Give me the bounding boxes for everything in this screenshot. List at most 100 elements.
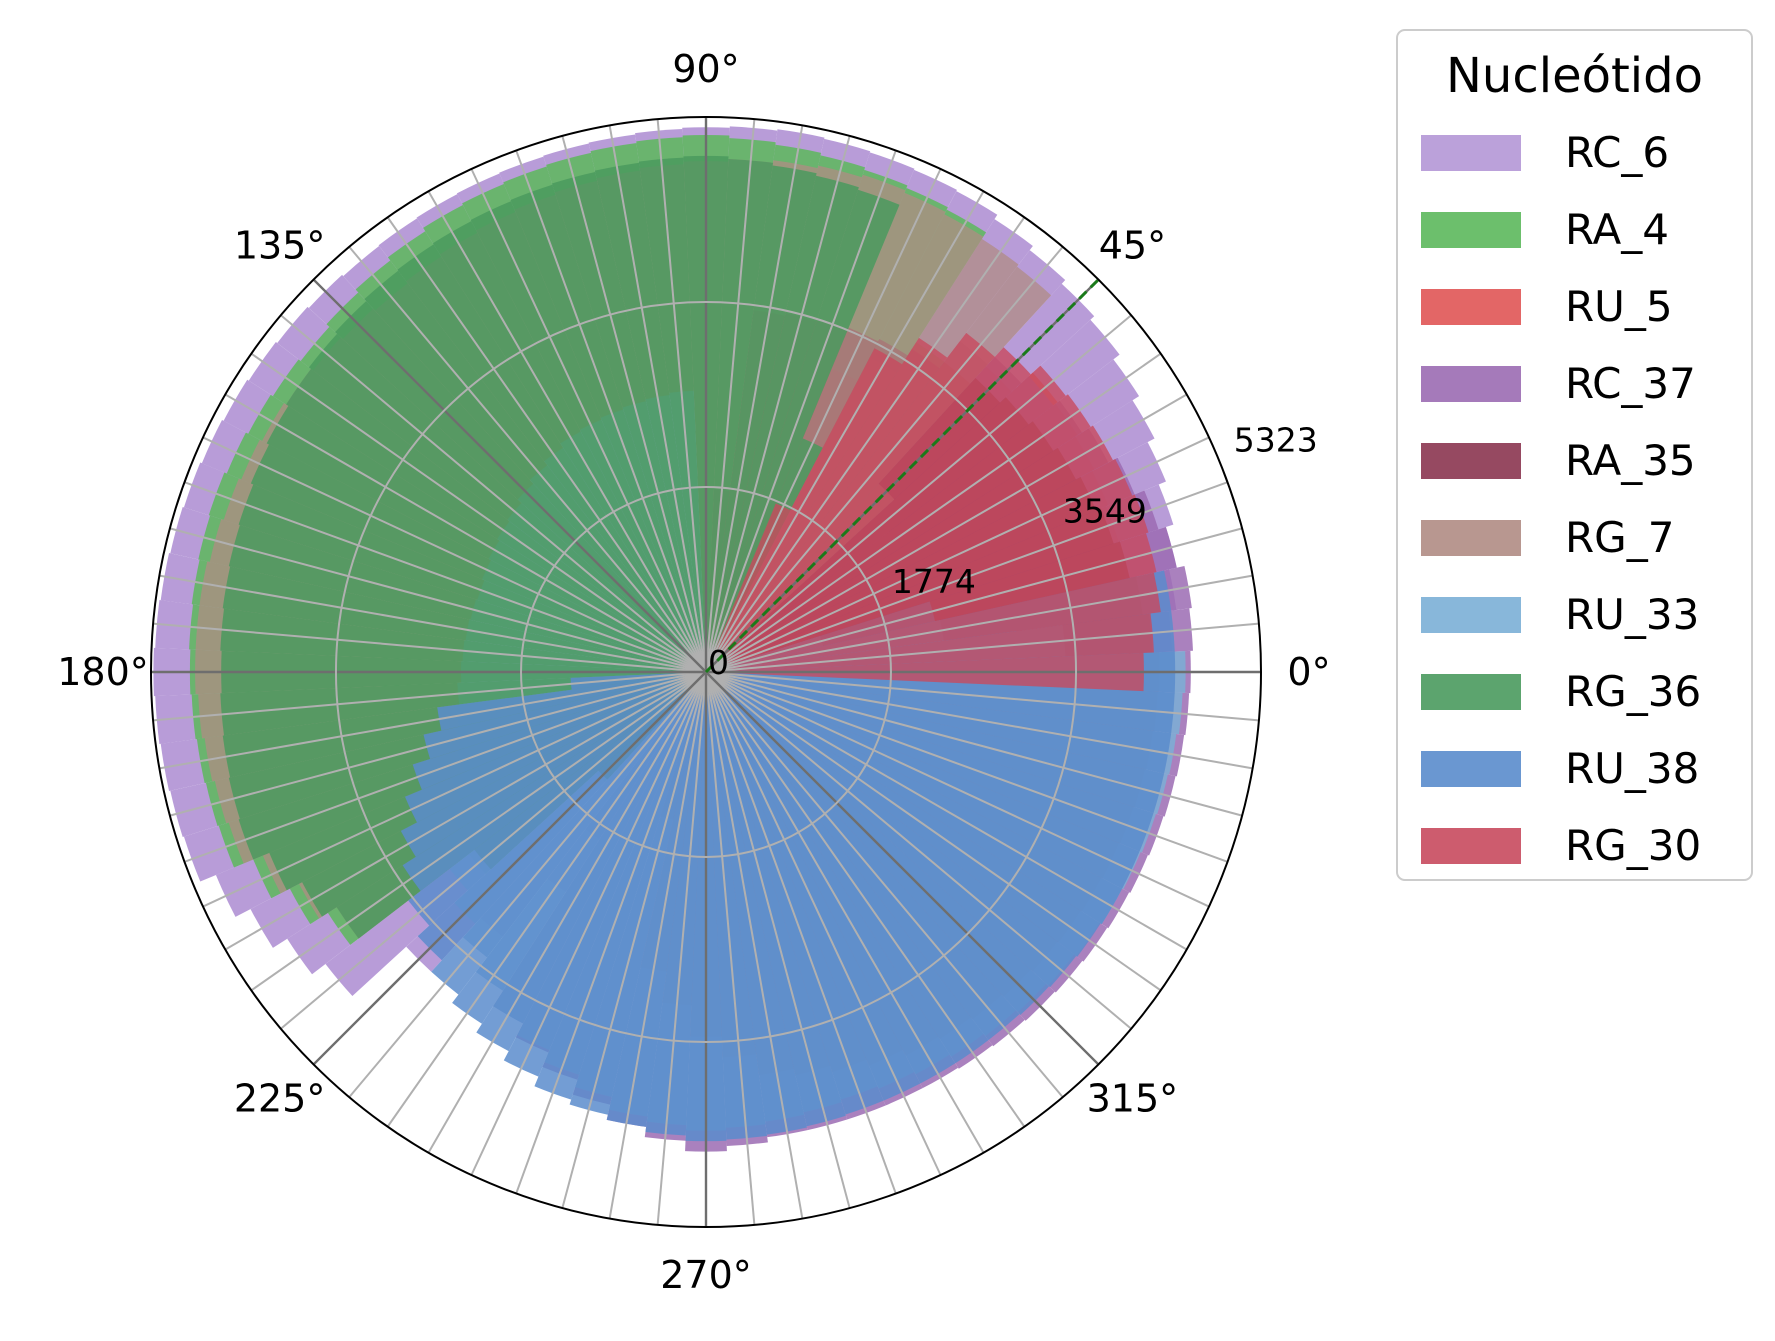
radial-gridline	[348, 671, 707, 1098]
radial-gridline	[705, 671, 804, 1219]
bar-wedge	[706, 672, 1140, 889]
bar-wedge	[404, 672, 706, 823]
bar-wedge	[569, 672, 706, 1115]
r-tick-label: 5323	[1234, 421, 1318, 460]
bar-wedge	[510, 184, 706, 672]
radial-gridline	[427, 190, 707, 673]
bar-wedge	[228, 525, 706, 672]
legend-swatch	[1421, 135, 1521, 171]
radial-gridcircle	[520, 486, 892, 858]
radial-gridline	[705, 671, 1228, 863]
legend-swatch	[1421, 597, 1521, 633]
radial-gridline	[153, 622, 707, 673]
radial-gridline	[705, 436, 1210, 673]
bar-wedge	[706, 494, 1149, 672]
bar-wedge	[706, 394, 1091, 672]
bar-wedge	[412, 672, 706, 790]
radial-gridcircle	[334, 300, 1078, 1044]
legend-label: RA_4	[1565, 205, 1669, 254]
theta-tick-label: 225°	[234, 1076, 326, 1120]
bar-wedge	[238, 484, 706, 672]
r-tick-label: 1774	[892, 562, 976, 601]
radial-gridline	[561, 135, 707, 673]
radial-gridline	[705, 671, 1253, 770]
bar-wedge	[706, 572, 1161, 672]
radial-gridline	[656, 119, 707, 673]
radial-gridline	[705, 150, 897, 673]
legend-label: RC_6	[1565, 128, 1669, 177]
bar-wedge	[706, 533, 1157, 672]
bar-wedge	[220, 608, 706, 672]
legend-label: RU_5	[1565, 282, 1673, 331]
radial-gridline	[184, 481, 707, 673]
legend-swatch	[1421, 520, 1521, 556]
radial-gridline	[169, 671, 707, 817]
bar-wedge	[706, 672, 921, 1101]
radial-gridline	[705, 671, 1162, 992]
legend-swatch	[1421, 828, 1521, 864]
radial-gridline	[705, 622, 1259, 673]
r-tick-label: 3549	[1063, 491, 1147, 530]
radial-gridline	[348, 246, 707, 673]
radial-gridline	[705, 393, 1188, 673]
bar-wedge	[286, 368, 706, 672]
bar-wedge	[534, 672, 706, 1100]
radial-gridline	[705, 671, 1243, 817]
polar-frame	[150, 116, 1262, 1228]
bar-wedge	[706, 672, 956, 1084]
bar-wedge	[706, 165, 817, 672]
bar-wedge	[397, 244, 706, 672]
legend-swatch	[1421, 674, 1521, 710]
radial-gridline	[153, 671, 707, 722]
bar-wedge	[706, 672, 1101, 957]
radial-gridline	[705, 135, 851, 673]
radial-gridline	[470, 671, 707, 1176]
radial-gridline	[705, 246, 1064, 673]
legend-label: RG_7	[1565, 513, 1674, 562]
bar-wedge	[266, 405, 706, 672]
radial-gridline	[705, 168, 942, 673]
radial-gridline	[705, 527, 1243, 673]
radial-gridline	[705, 671, 1259, 722]
bar-wedge	[706, 672, 1123, 925]
legend: Nucleótido RC_6 RA_4 RU_5 RC_37 RA_35 RG_7 RU_3…	[1396, 29, 1753, 881]
legend-title: Nucleótido	[1446, 48, 1703, 104]
radial-gridline	[169, 527, 707, 673]
radial-gridline	[202, 436, 707, 673]
theta-tick-label: 270°	[660, 1253, 752, 1297]
radial-gridline	[184, 671, 707, 863]
legend-label: RA_35	[1565, 436, 1696, 485]
legend-swatch	[1421, 366, 1521, 402]
bar-wedge	[470, 201, 706, 672]
bar-wedge	[706, 613, 1154, 672]
bar-wedge	[645, 672, 706, 1136]
bar-wedge	[570, 672, 706, 690]
reference-line	[704, 278, 1100, 674]
radial-gridline	[159, 574, 707, 673]
bar-wedge	[706, 503, 791, 672]
radial-gridline	[515, 671, 707, 1194]
radial-gridline	[386, 216, 707, 673]
grid-layer	[150, 116, 1262, 1228]
bar-wedge	[706, 672, 1154, 852]
bar-wedge	[706, 672, 1175, 734]
radial-gridline	[705, 671, 851, 1209]
radial-gridline	[705, 671, 1210, 908]
series-ru-38	[400, 570, 1176, 1142]
bar-wedge	[423, 672, 706, 759]
legend-label: RU_33	[1565, 590, 1699, 639]
radial-gridline	[386, 671, 707, 1128]
bar-wedge	[706, 175, 859, 672]
radial-gridline	[705, 671, 1026, 1128]
radial-gridline	[608, 671, 707, 1219]
bar-wedge	[706, 189, 900, 672]
radial-gridline	[159, 671, 707, 770]
theta-tick-label: 135°	[234, 224, 326, 268]
bar-wedge	[594, 162, 706, 672]
radial-gridline	[427, 671, 707, 1154]
bar-wedge	[551, 171, 706, 672]
legend-label: RG_30	[1565, 821, 1701, 870]
theta-tick-label: 90°	[672, 47, 739, 91]
bar-wedge	[437, 672, 706, 731]
bar-wedge	[402, 672, 706, 891]
